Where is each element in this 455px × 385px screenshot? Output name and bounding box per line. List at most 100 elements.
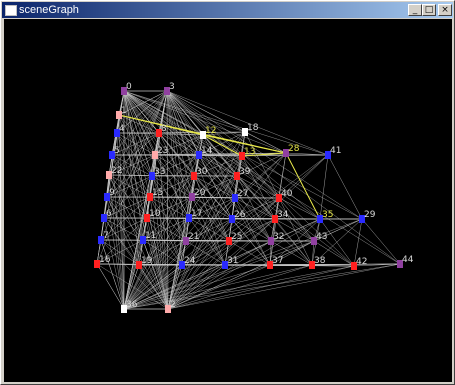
maximize-button[interactable]: □ [422, 4, 436, 16]
graph-edge [167, 197, 280, 310]
graph-node[interactable] [114, 129, 120, 137]
graph-edge [108, 174, 151, 198]
graph-node[interactable] [179, 261, 185, 269]
graph-edge [123, 90, 169, 310]
graph-edge [231, 197, 280, 220]
graph-edge [274, 218, 315, 242]
graph-edge [146, 217, 187, 242]
graph-edge [123, 217, 148, 310]
node-label: 38 [314, 256, 326, 266]
node-label: 33 [154, 167, 165, 177]
graph-node[interactable] [98, 236, 104, 244]
graph-node[interactable] [397, 260, 403, 268]
graph-node[interactable] [311, 237, 317, 245]
graph-node[interactable] [104, 193, 110, 201]
graph-node[interactable] [232, 194, 238, 202]
graph-edge [188, 217, 230, 242]
title-bar[interactable]: sceneGraph _ □ × [2, 2, 453, 18]
graph-node[interactable] [229, 215, 235, 223]
graph-edge [167, 218, 276, 310]
graph-node[interactable] [144, 214, 150, 222]
graph-node[interactable] [183, 237, 189, 245]
graph-edge [118, 114, 160, 134]
graph-node[interactable] [191, 172, 197, 180]
graph-edge [96, 263, 125, 310]
graph-node[interactable] [121, 87, 127, 95]
graph-node[interactable] [106, 171, 112, 179]
graph-edge [149, 175, 195, 198]
graph-node[interactable] [239, 152, 245, 160]
node-label: 29 [364, 210, 376, 220]
graph-edge [108, 174, 148, 219]
graph-node[interactable] [196, 151, 202, 159]
graph-node[interactable] [309, 261, 315, 269]
graph-edge [198, 154, 233, 220]
graph-node[interactable] [164, 87, 170, 95]
graph-node[interactable] [268, 237, 274, 245]
graph-node[interactable] [242, 128, 248, 136]
graph-node[interactable] [109, 151, 115, 159]
graph-edge [166, 90, 230, 242]
graph-node[interactable] [226, 237, 232, 245]
graph-node[interactable] [101, 214, 107, 222]
graph-node[interactable] [222, 261, 228, 269]
graph-node[interactable] [121, 305, 127, 313]
graph-edge [198, 154, 238, 177]
node-label: 8 [161, 124, 167, 134]
close-button[interactable]: × [438, 4, 452, 16]
graph-edge [188, 217, 226, 266]
graph-node[interactable] [136, 261, 142, 269]
graph-node[interactable] [152, 151, 158, 159]
node-label: 3 [169, 82, 175, 92]
graph-edge [228, 218, 276, 242]
graph-edge [106, 196, 144, 241]
graph-edge [108, 154, 156, 176]
graph-canvas[interactable]: 0 3 1 12 18 4 8 13 28 41 5 23 14 22 33 30 39 9 15 20 27 40 6 10… [4, 19, 452, 382]
graph-edge [270, 240, 313, 266]
graph-edge [228, 240, 271, 266]
graph-node[interactable] [276, 194, 282, 202]
graph-node[interactable] [317, 215, 323, 223]
graph-edge [146, 196, 193, 219]
graph-node[interactable] [272, 215, 278, 223]
graph-edge [274, 218, 313, 266]
graph-node[interactable] [359, 215, 365, 223]
graph-node[interactable] [325, 151, 331, 159]
graph-edge [116, 132, 151, 198]
graph-edge [236, 152, 287, 177]
graph-node[interactable] [140, 236, 146, 244]
graph-node[interactable] [165, 305, 171, 313]
graph-node[interactable] [267, 261, 273, 269]
graph-node[interactable] [189, 193, 195, 201]
graph-node[interactable] [200, 131, 206, 139]
graph-node[interactable] [283, 149, 289, 157]
graph-edge [236, 175, 276, 220]
graph-edge [151, 154, 200, 177]
graph-edge [96, 263, 169, 310]
graph-node[interactable] [351, 262, 357, 270]
graph-edge [228, 197, 280, 242]
graph-edge [103, 196, 151, 219]
graph-node[interactable] [149, 172, 155, 180]
node-label: 17 [191, 209, 202, 219]
graph-edge [166, 90, 280, 199]
graph-node[interactable] [156, 129, 162, 137]
graph-node[interactable] [234, 172, 240, 180]
graph-node[interactable] [94, 260, 100, 268]
node-label: 11 [145, 231, 156, 241]
graph-edge [142, 239, 169, 310]
node-label: 7 [103, 231, 109, 241]
minimize-button[interactable]: _ [408, 4, 422, 16]
graph-node[interactable] [116, 111, 122, 119]
close-icon: × [441, 5, 449, 15]
graph-node[interactable] [186, 214, 192, 222]
graph-node[interactable] [147, 193, 153, 201]
graph-edge [123, 154, 156, 310]
graph-edge [188, 175, 238, 219]
graph-edge [278, 197, 321, 220]
graph-edge [236, 175, 280, 199]
node-label: 12 [205, 126, 216, 136]
graph-edge [106, 196, 125, 310]
node-label: 6 [106, 209, 112, 219]
node-label: 4 [119, 124, 125, 134]
